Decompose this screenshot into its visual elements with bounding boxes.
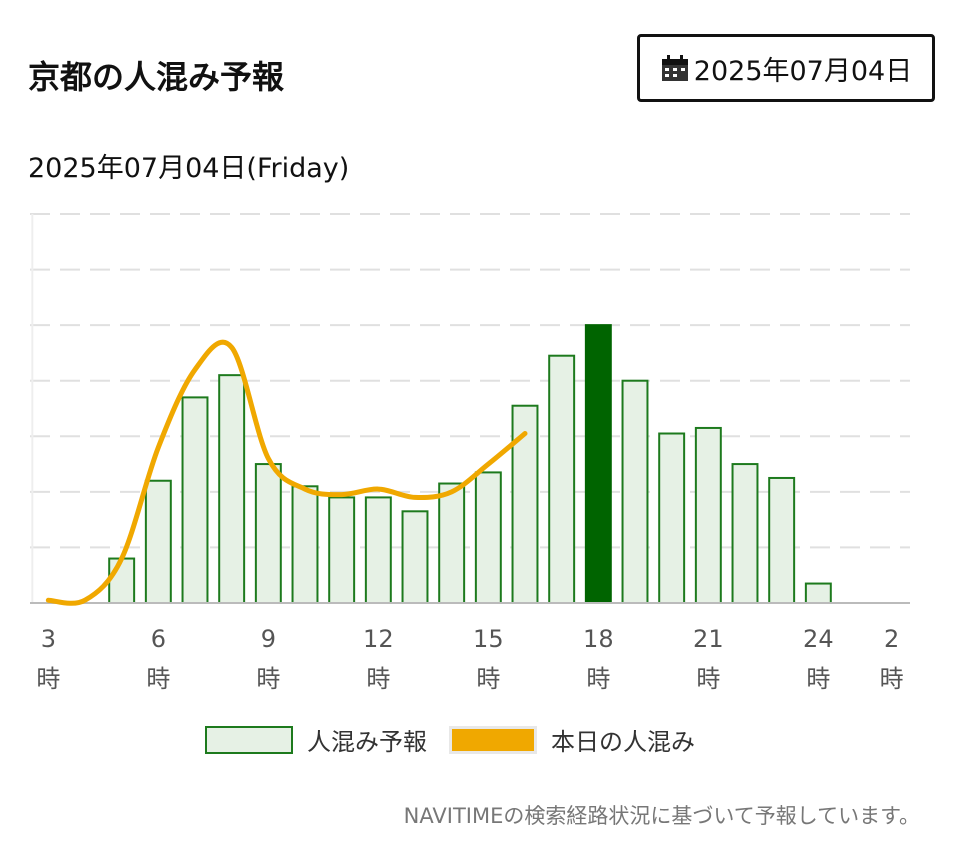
x-tick-unit: 時 — [806, 665, 830, 693]
crowd-forecast-chart: 3 時 6 時 9 時 12 時 15 時 18 時 21 時 24 時 2 時 — [30, 213, 910, 693]
x-tick-unit: 時 — [256, 665, 280, 693]
legend-label-forecast: 人混み予報 — [307, 728, 427, 756]
calendar-icon — [661, 55, 688, 81]
bar — [548, 354, 576, 604]
bar — [108, 557, 136, 604]
date-button-label: 2025年07月04日 — [693, 55, 913, 87]
x-tick-unit: 時 — [696, 665, 720, 693]
bar — [694, 426, 722, 604]
chart-date-subtitle: 2025年07月04日(Friday) — [28, 153, 350, 184]
bar — [731, 463, 759, 605]
bar — [181, 396, 209, 604]
x-tick-label: 12 — [363, 625, 394, 653]
chart-legend: 人混み予報 本日の人混み — [205, 722, 717, 757]
bar — [364, 496, 392, 604]
x-tick-label: 3 — [41, 625, 56, 653]
footnote: NAVITIMEの検索経路状況に基づいて予報しています。 — [403, 804, 920, 828]
bar — [401, 510, 429, 604]
x-tick-unit: 時 — [146, 665, 170, 693]
bar — [474, 471, 502, 604]
x-tick-label: 6 — [151, 625, 166, 653]
bar-current-hour — [584, 324, 612, 605]
x-tick-label: 21 — [693, 625, 724, 653]
legend-label-today: 本日の人混み — [551, 728, 695, 756]
today-crowd-line — [45, 339, 528, 606]
bar — [621, 379, 649, 604]
legend-item-today[interactable]: 本日の人混み — [449, 722, 695, 757]
bar — [804, 582, 832, 604]
legend-swatch-today — [449, 725, 537, 754]
page-title: 京都の人混み予報 — [28, 58, 285, 96]
x-tick-unit: 時 — [586, 665, 610, 693]
x-tick-label: 15 — [473, 625, 504, 653]
legend-swatch-forecast — [205, 725, 293, 754]
date-picker-button[interactable]: 2025年07月04日 — [637, 34, 935, 102]
x-tick-unit: 時 — [366, 665, 390, 693]
bar — [218, 374, 246, 604]
x-tick-unit: 時 — [880, 665, 904, 693]
x-tick-label: 9 — [261, 625, 276, 653]
bar — [254, 463, 282, 605]
x-tick-unit: 時 — [476, 665, 500, 693]
bar — [291, 485, 319, 604]
legend-item-forecast[interactable]: 人混み予報 — [205, 722, 427, 757]
bar — [768, 476, 796, 605]
x-tick-label: 2 — [884, 625, 899, 653]
bar — [144, 479, 172, 604]
x-tick-label: 24 — [803, 625, 834, 653]
bar — [328, 496, 356, 604]
x-tick-unit: 時 — [36, 665, 60, 693]
bar — [438, 482, 466, 604]
x-tick-label: 18 — [583, 625, 614, 653]
bar — [658, 432, 686, 604]
